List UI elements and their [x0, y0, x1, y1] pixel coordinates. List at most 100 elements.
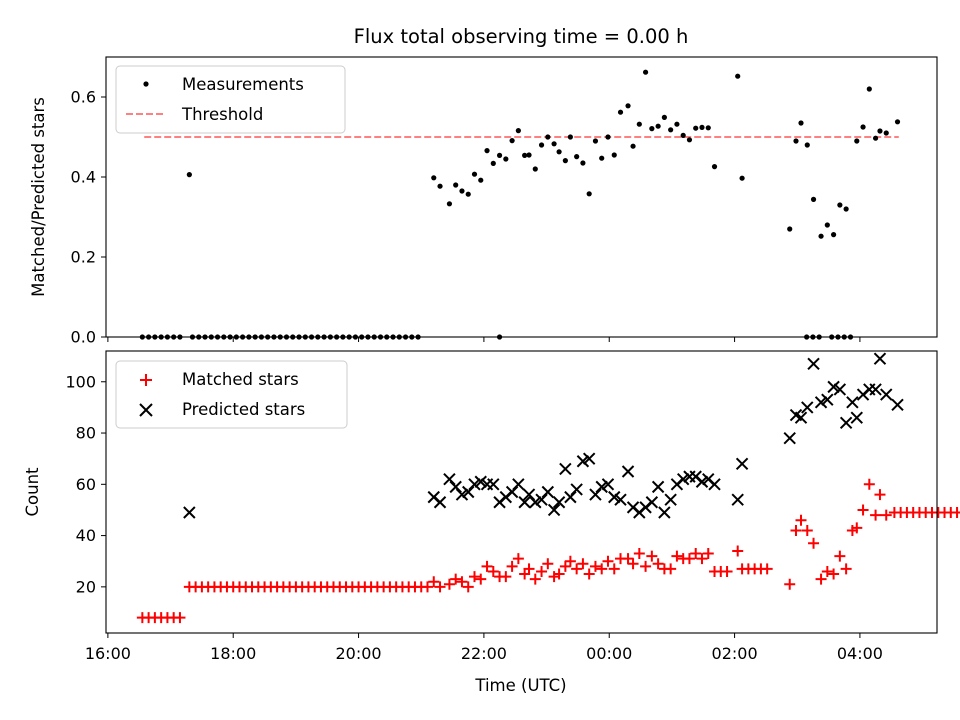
- bottom-axes-frame: [105, 350, 938, 634]
- measurement-point: [515, 128, 521, 134]
- matched-star-point: [840, 563, 852, 575]
- predicted-star-point: [559, 462, 572, 476]
- measurement-point: [877, 128, 883, 134]
- measurement-point: [810, 196, 817, 202]
- predicted-star-point: [850, 411, 863, 424]
- top-y-axis-label: Matched/Predicted stars: [29, 97, 48, 297]
- x-tick-label: 04:00: [837, 644, 883, 663]
- matched-star-point: [801, 524, 813, 536]
- measurement-point: [818, 233, 824, 239]
- matched-star-point: [870, 509, 882, 521]
- measurement-point: [562, 158, 568, 164]
- matched-star-point: [627, 558, 639, 570]
- matched-star-point: [732, 545, 744, 557]
- matched-star-point: [652, 558, 664, 570]
- matched-star-point: [857, 504, 869, 516]
- measurement-point: [503, 156, 509, 162]
- measurement-point: [793, 138, 799, 144]
- measurement-point: [680, 132, 686, 138]
- predicted-star-point: [664, 493, 677, 506]
- measurement-point: [642, 69, 649, 75]
- matched-star-point: [665, 563, 677, 575]
- matched-star-point: [821, 565, 833, 577]
- x-tick-label: 00:00: [586, 644, 632, 663]
- predicted-star-point: [621, 465, 635, 478]
- measurement-point: [551, 141, 557, 147]
- matched-star-point: [428, 576, 440, 588]
- measurement-point: [453, 182, 459, 188]
- measurement-point: [580, 160, 586, 166]
- measurement-point: [798, 120, 804, 126]
- matched-star-point: [548, 571, 560, 583]
- matched-star-point: [542, 558, 554, 570]
- predicted-star-point: [455, 488, 469, 501]
- predicted-star-point: [807, 357, 820, 371]
- top-y-ticks: 0.0 0.2 0.4 0.6: [71, 88, 106, 347]
- predicted-star-point: [505, 485, 519, 499]
- bottom-panel: 20 40 60 80 100 16:00 18:00 20:00 22:00 00:00 02:…: [23, 350, 960, 695]
- measurement-point: [532, 166, 538, 172]
- matched-star-point: [690, 548, 702, 560]
- measurement-point: [545, 134, 551, 140]
- matched-star-point: [683, 553, 695, 565]
- measurement-point: [837, 202, 843, 208]
- measurement-point: [894, 119, 901, 125]
- measurement-point: [661, 114, 667, 120]
- measurement-point: [574, 154, 580, 160]
- legend-dot-icon: [143, 81, 149, 87]
- measurement-point: [431, 175, 437, 181]
- top-marks: [139, 69, 901, 340]
- measurement-point: [567, 134, 573, 140]
- matched-star-point: [512, 553, 524, 565]
- legend-label-measurements: Measurements: [182, 75, 304, 94]
- bottom-legend-box: [115, 360, 348, 429]
- measurement-point: [605, 134, 611, 140]
- matched-star-point: [851, 522, 863, 534]
- measurement-point: [830, 232, 837, 238]
- matched-star-point: [553, 568, 565, 580]
- top-y-tick-label: 0.2: [71, 248, 96, 267]
- measurement-point: [668, 127, 674, 133]
- matched-star-point: [468, 571, 480, 583]
- predicted-star-point: [449, 480, 462, 494]
- predicted-star-point: [512, 478, 525, 491]
- predicted-star-point: [564, 490, 577, 504]
- measurement-point: [586, 191, 592, 197]
- bottom-x-ticks: 16:00 18:00 20:00 22:00 00:00 02:00 04:00: [85, 633, 883, 663]
- predicted-star-point: [873, 352, 887, 365]
- measurement-point: [617, 109, 624, 115]
- matched-star-point: [721, 565, 733, 577]
- matched-star-point: [815, 573, 827, 585]
- matched-star-point: [596, 563, 608, 575]
- measurement-point: [636, 121, 642, 127]
- chart-title: Flux total observing time = 0.00 h: [354, 25, 689, 48]
- measurement-point: [860, 124, 866, 130]
- matched-star-point: [523, 563, 535, 575]
- measurement-point: [490, 160, 496, 166]
- matched-star-point: [421, 581, 433, 593]
- legend-plus-icon: [140, 374, 152, 386]
- matched-star-point: [608, 563, 620, 575]
- predicted-star-point: [589, 488, 602, 501]
- measurement-point: [556, 149, 562, 155]
- legend-x-icon: [139, 403, 153, 417]
- predicted-star-point: [880, 388, 893, 401]
- top-legend-box: [115, 65, 346, 134]
- bottom-y-tick-label: 40: [76, 526, 96, 545]
- predicted-star-point: [487, 478, 500, 491]
- measurement-point: [854, 138, 860, 144]
- matched-star-point: [462, 581, 474, 593]
- predicted-star-point: [735, 457, 749, 471]
- measurement-point: [484, 148, 490, 154]
- matched-star-point: [622, 553, 634, 565]
- top-y-tick-label: 0.0: [71, 328, 96, 347]
- predicted-star-point: [821, 393, 834, 406]
- matched-star-point: [571, 563, 583, 575]
- predicted-star-point: [891, 398, 904, 412]
- matched-star-point: [487, 565, 499, 577]
- matched-star-point: [646, 550, 658, 562]
- predicted-star-point: [846, 396, 859, 409]
- matched-star-point: [834, 550, 846, 562]
- measurement-point: [599, 155, 605, 161]
- x-tick-label: 02:00: [712, 644, 758, 663]
